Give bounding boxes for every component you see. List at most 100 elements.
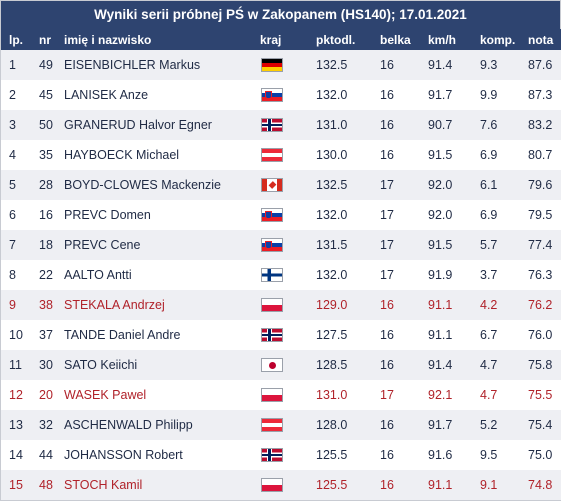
cell-nota: 87.3 bbox=[528, 88, 553, 102]
cell-lp: 4 bbox=[9, 148, 16, 162]
cell-lp: 1 bbox=[9, 58, 16, 72]
cell-nota: 83.2 bbox=[528, 118, 553, 132]
cell-nota: 75.4 bbox=[528, 418, 553, 432]
poland-flag-icon bbox=[261, 298, 283, 313]
cell-pktodl: 132.0 bbox=[316, 268, 348, 282]
table-row: 12 20 WASEK Pawel 131.0 17 92.1 4.7 75.5 bbox=[1, 380, 561, 410]
table-row: 6 16 PREVC Domen 132.0 17 92.0 6.9 79.5 bbox=[1, 200, 561, 230]
cell-kmh: 91.1 bbox=[428, 298, 453, 312]
col-kraj-header: kraj bbox=[260, 32, 282, 47]
col-komp-header: komp. bbox=[480, 32, 516, 47]
cell-komp: 6.1 bbox=[480, 178, 498, 192]
cell-nr: 22 bbox=[39, 268, 53, 282]
cell-komp: 6.7 bbox=[480, 328, 498, 342]
cell-komp: 9.1 bbox=[480, 478, 498, 492]
cell-kraj bbox=[260, 380, 316, 410]
cell-lp: 9 bbox=[9, 298, 16, 312]
cell-nota: 75.5 bbox=[528, 388, 553, 402]
cell-kraj bbox=[260, 230, 316, 260]
cell-lp: 15 bbox=[9, 478, 23, 492]
cell-kraj bbox=[260, 290, 316, 320]
slovenia-flag-icon bbox=[261, 208, 283, 223]
cell-kraj bbox=[260, 260, 316, 290]
cell-nota: 80.7 bbox=[528, 148, 553, 162]
cell-kraj bbox=[260, 170, 316, 200]
table-body: 1 49 EISENBICHLER Markus 132.5 16 91.4 9.3 87.6… bbox=[1, 50, 561, 500]
cell-belka: 17 bbox=[380, 388, 394, 402]
cell-nr: 49 bbox=[39, 58, 53, 72]
cell-pktodl: 132.0 bbox=[316, 208, 348, 222]
col-nota-header: nota bbox=[528, 32, 554, 47]
cell-komp: 4.7 bbox=[480, 358, 498, 372]
poland-flag-icon bbox=[261, 388, 283, 403]
table-row: 2 45 LANISEK Anze 132.0 16 91.7 9.9 87.3 bbox=[1, 80, 561, 110]
cell-nr: 45 bbox=[39, 88, 53, 102]
cell-kraj bbox=[260, 200, 316, 230]
cell-kraj bbox=[260, 80, 316, 110]
cell-belka: 16 bbox=[380, 448, 394, 462]
cell-kmh: 91.5 bbox=[428, 148, 453, 162]
cell-pktodl: 128.5 bbox=[316, 358, 348, 372]
cell-belka: 16 bbox=[380, 58, 394, 72]
table-row: 9 38 STEKALA Andrzej 129.0 16 91.1 4.2 76.2 bbox=[1, 290, 561, 320]
austria-flag-icon bbox=[261, 418, 283, 433]
norway-flag-icon bbox=[261, 448, 283, 463]
cell-nr: 16 bbox=[39, 208, 53, 222]
poland-flag-icon bbox=[261, 478, 283, 493]
cell-belka: 17 bbox=[380, 178, 394, 192]
cell-kmh: 91.6 bbox=[428, 448, 453, 462]
table-row: 1 49 EISENBICHLER Markus 132.5 16 91.4 9.3 87.6 bbox=[1, 50, 561, 80]
cell-name: PREVC Domen bbox=[64, 208, 151, 222]
cell-kraj bbox=[260, 410, 316, 440]
cell-nota: 76.0 bbox=[528, 328, 553, 342]
cell-belka: 16 bbox=[380, 118, 394, 132]
cell-kmh: 92.1 bbox=[428, 388, 453, 402]
cell-komp: 4.2 bbox=[480, 298, 498, 312]
cell-lp: 14 bbox=[9, 448, 23, 462]
cell-kraj bbox=[260, 50, 316, 80]
cell-nr: 44 bbox=[39, 448, 53, 462]
cell-lp: 2 bbox=[9, 88, 16, 102]
cell-nr: 48 bbox=[39, 478, 53, 492]
cell-belka: 16 bbox=[380, 88, 394, 102]
finland-flag-icon bbox=[261, 268, 283, 283]
cell-pktodl: 127.5 bbox=[316, 328, 348, 342]
cell-kraj bbox=[260, 320, 316, 350]
cell-nota: 79.5 bbox=[528, 208, 553, 222]
table-row: 5 28 BOYD-CLOWES Mackenzie 132.5 17 92.0 6.1 79… bbox=[1, 170, 561, 200]
cell-lp: 12 bbox=[9, 388, 23, 402]
col-belka-header: belka bbox=[380, 32, 411, 47]
cell-pktodl: 131.0 bbox=[316, 118, 348, 132]
cell-nota: 77.4 bbox=[528, 238, 553, 252]
cell-kmh: 91.1 bbox=[428, 478, 453, 492]
cell-belka: 16 bbox=[380, 478, 394, 492]
cell-kraj bbox=[260, 110, 316, 140]
results-table: lp. nr imię i nazwisko kraj pktodl. belk… bbox=[1, 29, 561, 500]
cell-name: PREVC Cene bbox=[64, 238, 141, 252]
cell-kraj bbox=[260, 350, 316, 380]
col-name-header: imię i nazwisko bbox=[64, 32, 152, 47]
cell-komp: 5.2 bbox=[480, 418, 498, 432]
cell-pktodl: 128.0 bbox=[316, 418, 348, 432]
cell-nr: 20 bbox=[39, 388, 53, 402]
cell-name: ASCHENWALD Philipp bbox=[64, 418, 193, 432]
table-header-row: lp. nr imię i nazwisko kraj pktodl. belk… bbox=[1, 29, 561, 50]
cell-name: JOHANSSON Robert bbox=[64, 448, 183, 462]
cell-name: TANDE Daniel Andre bbox=[64, 328, 181, 342]
cell-kmh: 91.1 bbox=[428, 328, 453, 342]
cell-lp: 10 bbox=[9, 328, 23, 342]
cell-name: STOCH Kamil bbox=[64, 478, 143, 492]
cell-kraj bbox=[260, 470, 316, 500]
table-row: 8 22 AALTO Antti 132.0 17 91.9 3.7 76.3 bbox=[1, 260, 561, 290]
cell-belka: 17 bbox=[380, 238, 394, 252]
cell-komp: 6.9 bbox=[480, 148, 498, 162]
cell-belka: 16 bbox=[380, 298, 394, 312]
cell-nota: 76.3 bbox=[528, 268, 553, 282]
cell-nr: 30 bbox=[39, 358, 53, 372]
table-row: 15 48 STOCH Kamil 125.5 16 91.1 9.1 74.8 bbox=[1, 470, 561, 500]
japan-flag-icon bbox=[261, 358, 283, 373]
cell-belka: 17 bbox=[380, 268, 394, 282]
cell-nr: 35 bbox=[39, 148, 53, 162]
cell-lp: 11 bbox=[9, 358, 22, 372]
cell-nr: 38 bbox=[39, 298, 53, 312]
